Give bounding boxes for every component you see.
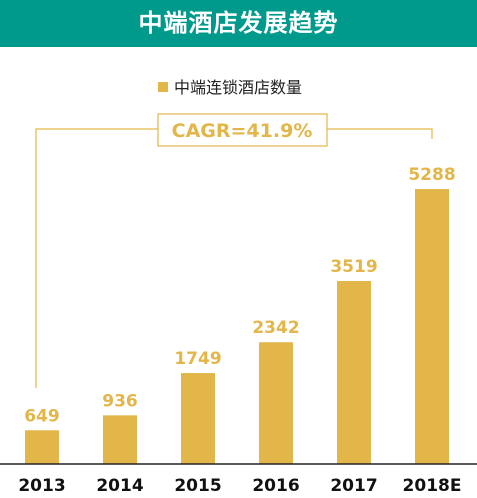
x-tick-2016: 2016: [252, 476, 299, 496]
bar-2017: [337, 281, 371, 464]
value-label-2014: 936: [102, 391, 138, 411]
x-tick-2018E: 2018E: [403, 476, 462, 496]
x-tick-2017: 2017: [330, 476, 377, 496]
chart-title: 中端酒店发展趋势: [0, 0, 477, 47]
x-tick-2015: 2015: [174, 476, 221, 496]
value-label-2017: 3519: [330, 257, 377, 277]
legend-label: 中端连锁酒店数量: [174, 78, 302, 97]
bar-2018E: [415, 189, 449, 465]
x-tick-labels: 2013 2014 2015 2016 2017 2018E: [18, 476, 461, 496]
legend-swatch: [158, 82, 168, 92]
cagr-line-right: [327, 128, 433, 139]
x-tick-2014: 2014: [96, 476, 143, 496]
value-label-2013: 649: [24, 406, 60, 426]
x-tick-2013: 2013: [18, 476, 65, 496]
bar-2014: [103, 415, 137, 464]
cagr-label: CAGR=41.9%: [172, 120, 313, 142]
value-label-2016: 2342: [252, 318, 299, 338]
legend: 中端连锁酒店数量: [158, 78, 302, 97]
cagr-line-left: [35, 128, 158, 388]
cagr-annotation: CAGR=41.9%: [35, 113, 433, 388]
bar-2015: [181, 373, 215, 464]
cagr-box: [157, 113, 328, 147]
value-label-2015: 1749: [174, 349, 221, 369]
bar-2016: [259, 342, 293, 464]
bars: [25, 189, 449, 465]
value-label-2018E: 5288: [408, 165, 455, 185]
bar-2013: [25, 430, 59, 464]
value-labels: 649 936 1749 2342 3519 5288: [24, 165, 455, 426]
bar-chart: 中端连锁酒店数量 CAGR=41.9% 649 936 1749 2342 3519 52…: [0, 78, 477, 496]
